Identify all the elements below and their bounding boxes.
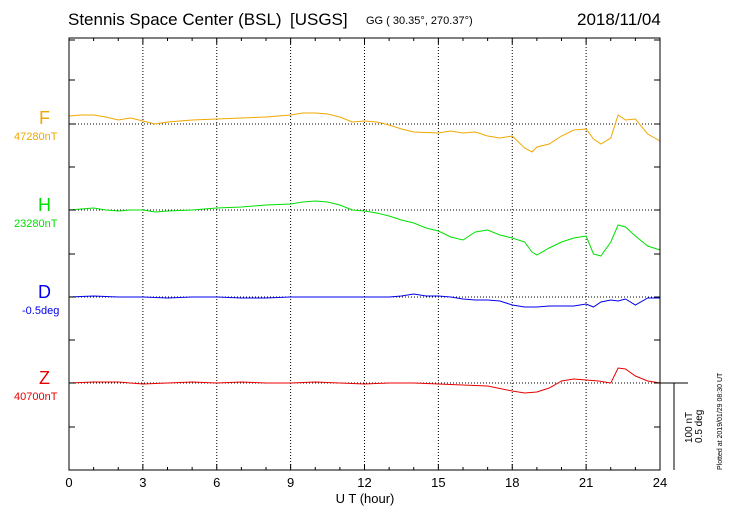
f-component-label: F	[39, 108, 50, 128]
grid-lines	[69, 38, 660, 470]
h-component-label: H	[38, 195, 51, 215]
series-line-f	[68, 112, 661, 153]
series-lines	[68, 112, 661, 394]
z-baseline-value: 40700nT	[14, 391, 58, 403]
agency-label: [USGS]	[290, 10, 348, 29]
d-component-label: D	[38, 282, 51, 302]
x-tick-label: 3	[139, 475, 146, 490]
x-tick-label: 12	[357, 475, 371, 490]
series-line-d	[68, 293, 660, 308]
axis-ticks: 0 3 6 9 12 15 18 21 24	[65, 38, 667, 490]
x-tick-label: 21	[579, 475, 593, 490]
x-tick-label: 6	[213, 475, 220, 490]
series-line-z	[68, 367, 661, 394]
d-baseline-value: -0.5deg	[22, 305, 60, 317]
z-component-label: Z	[39, 368, 50, 388]
station-title: Stennis Space Center (BSL)	[68, 10, 282, 29]
plotted-timestamp: Plotted at 2019/01/29 08:30 UT	[717, 372, 724, 470]
x-tick-label: 9	[287, 475, 294, 490]
x-tick-label: 18	[505, 475, 519, 490]
f-baseline-value: 47280nT	[14, 131, 58, 143]
x-tick-label: 0	[65, 475, 72, 490]
series-line-h	[68, 200, 661, 257]
x-tick-label: 15	[431, 475, 445, 490]
coordinates-label: GG ( 30.35°, 270.37°)	[366, 15, 473, 27]
scale-deg-label: 0.5 deg	[694, 410, 705, 443]
x-axis-label: U T (hour)	[336, 491, 395, 506]
date-label: 2018/11/04	[577, 10, 661, 29]
x-tick-label: 24	[653, 475, 667, 490]
scale-nt-label: 100 nT	[684, 412, 695, 443]
h-baseline-value: 23280nT	[14, 218, 58, 230]
